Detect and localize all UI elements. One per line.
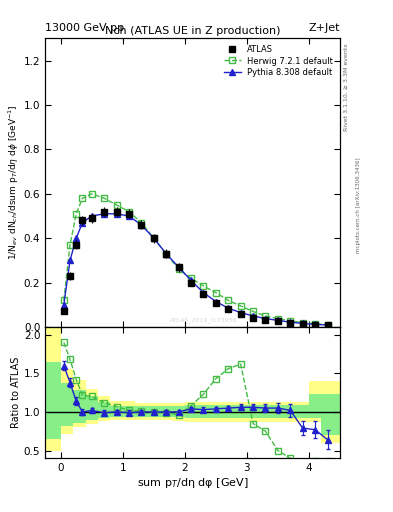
Title: Nch (ATLAS UE in Z production): Nch (ATLAS UE in Z production) — [105, 26, 280, 36]
Text: 13000 GeV pp: 13000 GeV pp — [45, 23, 124, 33]
Legend: ATLAS, Herwig 7.2.1 default, Pythia 8.308 default: ATLAS, Herwig 7.2.1 default, Pythia 8.30… — [222, 42, 336, 79]
X-axis label: sum p$_T$/dη dφ [GeV]: sum p$_T$/dη dφ [GeV] — [137, 476, 248, 490]
Text: Z+Jet: Z+Jet — [309, 23, 340, 33]
Y-axis label: 1/N$_{ev}$ dN$_{ch}$/dsum p$_T$/d$\eta$ d$\phi$ [GeV$^{-1}$]: 1/N$_{ev}$ dN$_{ch}$/dsum p$_T$/d$\eta$ … — [7, 105, 21, 261]
Text: ATLAS_2019_I173956: ATLAS_2019_I173956 — [170, 317, 237, 323]
Y-axis label: Ratio to ATLAS: Ratio to ATLAS — [11, 357, 21, 429]
Text: Rivet 3.1.10, ≥ 3.3M events: Rivet 3.1.10, ≥ 3.3M events — [344, 43, 349, 131]
Text: mcplots.cern.ch [arXiv:1306.3436]: mcplots.cern.ch [arXiv:1306.3436] — [356, 157, 361, 252]
